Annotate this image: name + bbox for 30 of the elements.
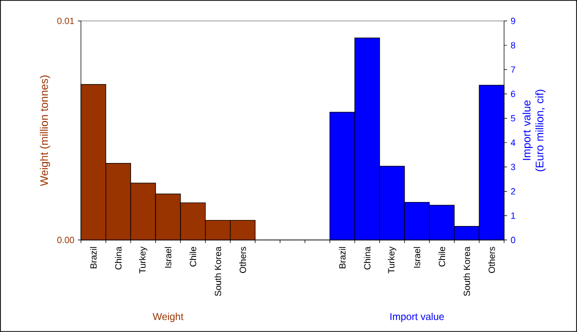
x-tick-label: Turkey	[138, 246, 148, 274]
y2-tick-label: 2	[511, 188, 516, 194]
x-tick-label: Turkey	[388, 246, 396, 274]
x-tick-label: South Korea	[214, 246, 222, 296]
text: Weight	[152, 312, 184, 322]
x-tick-label: Chile	[190, 246, 196, 267]
y2-tick-label: 0	[510, 236, 516, 244]
y2-tick-label: 7	[511, 66, 516, 73]
y-tick-label: 0.01	[57, 18, 74, 24]
x-tick-label: Brazil	[90, 247, 97, 268]
x-tick-label: China	[364, 246, 370, 270]
x-tick-label: Others	[488, 246, 495, 274]
text: Import value	[390, 312, 444, 322]
x-tick-label: Chile	[438, 246, 446, 267]
y2-tick-label: 5	[510, 115, 516, 122]
y2-tick-label: 6	[511, 90, 516, 98]
y2-tick-label: 4	[510, 140, 516, 146]
y2-tick-label: 9	[511, 18, 516, 24]
x-tick-label: Others	[239, 246, 246, 274]
x-tick-label: Israel	[164, 247, 172, 268]
y2-axis-title: Import value (Euro million, cif)	[522, 90, 546, 172]
y-axis-title: Weight (million tonnes)	[40, 76, 50, 186]
y-tick-label: 0.00	[57, 236, 74, 244]
y2-tick-label: 8	[510, 42, 516, 48]
y2-tick-label: 3	[510, 164, 516, 170]
x-tick-label: South Korea	[463, 246, 470, 296]
x-tick-label: China	[114, 246, 122, 270]
x-tick-label: Brazil	[338, 247, 346, 268]
x-tick-label: Israel	[414, 247, 420, 268]
y2-tick-label: 1	[511, 212, 516, 219]
